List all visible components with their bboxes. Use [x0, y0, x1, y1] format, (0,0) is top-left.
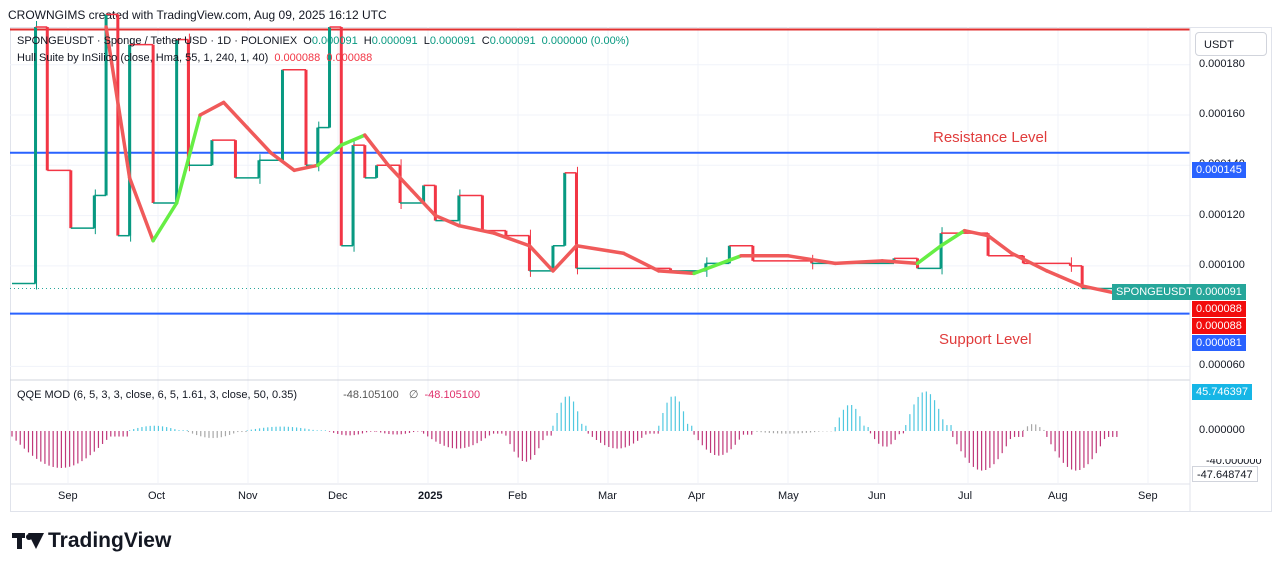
ohlc-open-label: O: [303, 35, 312, 47]
hull-segment: [880, 259, 920, 266]
hull-segment: [1009, 251, 1049, 273]
hull-suite: [104, 25, 1131, 298]
qqe-histogram: [11, 391, 1118, 471]
qqe-empty-symbol: ∅: [408, 389, 419, 401]
hull-segment: [692, 254, 743, 276]
qqe-zero-label: 0.000000: [1199, 424, 1245, 436]
ohlc-close-label: C: [481, 35, 490, 47]
hull-segment: [915, 243, 943, 266]
price-tick-label: 0.000120: [1199, 208, 1245, 221]
hull-segment: [986, 233, 1014, 256]
hull-segment: [786, 254, 837, 266]
qqe-bottom-tag: -47.648747: [1192, 466, 1258, 482]
hull-segment: [833, 259, 884, 266]
hull-segment: [363, 133, 391, 168]
hull-segment: [292, 163, 320, 173]
tradingview-logo-icon: [12, 531, 44, 551]
hull-segment: [1045, 269, 1084, 288]
price-tick-label: 0.000160: [1199, 108, 1245, 120]
hull-price-tag-1: 0.000088: [1192, 301, 1246, 317]
qqe-top-tag: 45.746397: [1192, 384, 1252, 400]
hull-segment: [127, 176, 155, 243]
time-tick-label: Mar: [598, 490, 617, 502]
hull-legend[interactable]: Hull Suite by InSilico (close, Hma, 55, …: [17, 52, 375, 64]
price-tick-label: 0.000060: [1199, 359, 1245, 372]
hull-segment: [621, 251, 661, 273]
resistance-annotation: Resistance Level: [933, 129, 1048, 146]
hull-segment: [574, 243, 626, 256]
chart-frame: [10, 27, 1272, 512]
price-tick-label: 0.000100: [1199, 258, 1245, 271]
hull-segment: [151, 201, 179, 243]
time-tick-label: Feb: [508, 490, 527, 502]
change-value: 0.000000 (0.00%): [541, 35, 630, 47]
hull-segment: [433, 213, 461, 228]
hull-segment: [551, 243, 579, 273]
hull-segment: [245, 125, 273, 155]
hull-segment: [386, 163, 414, 193]
time-tick-label: Sep: [1138, 490, 1158, 502]
time-tick-label: Jul: [958, 490, 973, 502]
time-tick-label: Aug: [1048, 490, 1068, 502]
ohlc-high-label: H: [363, 35, 372, 47]
qqe-legend[interactable]: QQE MOD (6, 5, 3, 3, close, 6, 5, 1.61, …: [17, 388, 483, 401]
hull-segment: [316, 143, 344, 168]
hull-segment: [527, 243, 555, 273]
hull-value-1: 0.000088: [274, 52, 321, 64]
support-annotation: Support Level: [939, 331, 1032, 348]
hull-segment: [962, 228, 990, 238]
time-tick-label: Nov: [238, 490, 258, 502]
price-tick-label: 0.000180: [1199, 57, 1245, 70]
resistance-price-tag: 0.000145: [1192, 162, 1246, 178]
hull-segment: [457, 223, 496, 235]
hull-segment: [198, 100, 226, 117]
hull-value-2: 0.000088: [326, 52, 373, 64]
ohlc-close-value: 0.000091: [489, 35, 536, 47]
hull-title: Hull Suite by InSilico (close, Hma, 55, …: [17, 52, 269, 64]
time-tick-label: Apr: [688, 490, 706, 502]
time-tick-label: Sep: [58, 490, 78, 502]
watermark-header: CROWNGIMS created with TradingView.com, …: [8, 8, 387, 22]
hull-segment: [104, 25, 132, 180]
tradingview-logo-text: TradingView: [48, 529, 172, 552]
symbol-title: SPONGEUSDT · Sponge / Tether USD · 1D · …: [17, 35, 298, 47]
horizontal-levels: [10, 28, 1190, 315]
ohlc-high-value: 0.000091: [371, 35, 418, 47]
symbol-name-tag: SPONGEUSDT: [1112, 284, 1198, 300]
hull-price-tag-2: 0.000088: [1192, 318, 1246, 334]
qqe-value-2: -48.105100: [424, 389, 481, 401]
time-tick-label: 2025: [418, 490, 443, 502]
ohlc-open-value: 0.000091: [311, 35, 358, 47]
hull-segment: [939, 228, 967, 248]
qqe-value-1: -48.105100: [343, 389, 399, 401]
time-tick-label: Jun: [868, 490, 886, 502]
hull-segment: [221, 100, 249, 130]
support-price-tag: 0.000081: [1192, 335, 1246, 351]
hull-segment: [339, 133, 367, 147]
qqe-title: QQE MOD (6, 5, 3, 3, close, 6, 5, 1.61, …: [17, 389, 298, 401]
hull-segment: [174, 113, 202, 205]
hull-segment: [410, 188, 438, 218]
hull-segment: [657, 269, 696, 276]
tradingview-logo[interactable]: TradingView: [12, 529, 171, 553]
ohlc-low-label: L: [423, 35, 430, 47]
current-price-tag: 0.000091: [1192, 284, 1246, 300]
time-tick-label: Dec: [328, 490, 348, 502]
ohlc-low-value: 0.000091: [429, 35, 476, 47]
qqe-partial-label: -40.000000: [1206, 459, 1262, 465]
time-tick-label: May: [778, 490, 799, 502]
time-tick-label: Oct: [148, 490, 166, 502]
currency-selector[interactable]: USDT: [1195, 32, 1267, 56]
hull-segment: [268, 150, 296, 173]
hull-segment: [492, 231, 532, 248]
symbol-legend[interactable]: SPONGEUSDT · Sponge / Tether USD · 1D · …: [17, 35, 632, 47]
